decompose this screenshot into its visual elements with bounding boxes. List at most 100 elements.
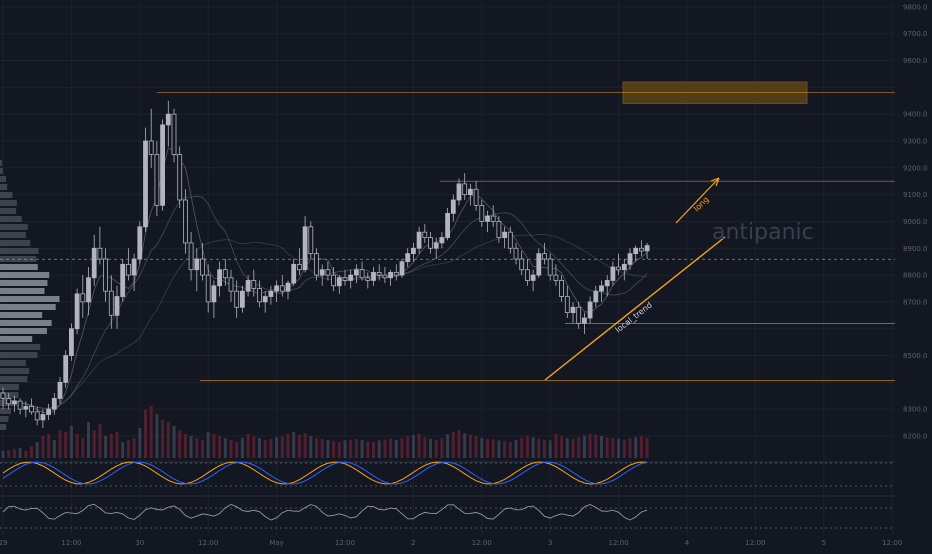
volume-bar bbox=[18, 448, 22, 458]
candle bbox=[34, 406, 40, 426]
time-tick-label: 12:00 bbox=[745, 539, 765, 547]
candle bbox=[69, 323, 74, 361]
candle-body bbox=[627, 253, 633, 265]
volume-bar bbox=[52, 440, 56, 458]
candle bbox=[428, 232, 433, 254]
candle-body bbox=[114, 296, 120, 316]
volume-bar bbox=[240, 438, 244, 458]
candle bbox=[126, 248, 131, 281]
candle bbox=[336, 275, 342, 294]
volume-bar bbox=[383, 439, 387, 458]
candle-body bbox=[234, 290, 240, 308]
candle bbox=[519, 250, 525, 276]
price-tick-label: 8700.0 bbox=[903, 298, 928, 306]
candle-body bbox=[6, 398, 12, 405]
profile-bar bbox=[0, 240, 31, 246]
candle-body bbox=[399, 261, 405, 276]
candle bbox=[279, 275, 285, 297]
candle bbox=[165, 100, 171, 147]
volume-bar bbox=[343, 440, 347, 458]
candle-body bbox=[519, 258, 525, 271]
price-tick-label: 9100.0 bbox=[903, 191, 928, 199]
volume-bar bbox=[12, 449, 16, 458]
time-tick-label: 12:00 bbox=[472, 539, 492, 547]
candle-body bbox=[154, 153, 160, 206]
volume-bar bbox=[212, 434, 216, 458]
candle-body bbox=[97, 247, 103, 260]
candle bbox=[200, 242, 205, 281]
price-tick-label: 8800.0 bbox=[903, 272, 928, 280]
candle-body bbox=[194, 258, 200, 271]
candle bbox=[530, 269, 536, 292]
volume-bar bbox=[560, 436, 564, 458]
candle bbox=[371, 267, 376, 286]
profile-bar bbox=[0, 384, 19, 390]
candle bbox=[462, 173, 468, 200]
candle bbox=[644, 242, 650, 259]
volume-bar bbox=[235, 442, 239, 458]
price-axis[interactable]: 8200.0 8300.0 8500.0 8700.0 8800.0 8900.0 9000… bbox=[895, 0, 932, 550]
candle-body bbox=[182, 199, 188, 244]
candle-body bbox=[473, 188, 479, 206]
volume-bar bbox=[30, 446, 33, 458]
volume-bar bbox=[35, 442, 39, 458]
candle-body bbox=[604, 280, 610, 287]
volume-bar bbox=[400, 438, 404, 458]
candle-body bbox=[302, 226, 308, 271]
volume-bar bbox=[525, 436, 529, 458]
candle bbox=[262, 291, 268, 313]
profile-bar bbox=[0, 216, 22, 222]
candle-body bbox=[576, 306, 582, 324]
volume-bar bbox=[172, 426, 176, 458]
volume-bar bbox=[161, 420, 165, 458]
candle bbox=[6, 393, 12, 410]
volume-bar bbox=[24, 450, 28, 458]
candle-body bbox=[490, 215, 496, 222]
candle-body bbox=[348, 274, 354, 281]
candle-body bbox=[507, 231, 513, 249]
candle bbox=[331, 267, 337, 292]
candle bbox=[114, 285, 120, 329]
candle-body bbox=[0, 392, 6, 399]
volume-bar bbox=[480, 438, 484, 458]
candle bbox=[274, 280, 280, 302]
volume-bar bbox=[166, 422, 170, 458]
moving-average-line bbox=[2, 233, 648, 409]
candle-body bbox=[17, 400, 23, 410]
volume-bar bbox=[144, 410, 147, 458]
volume-bar bbox=[98, 424, 102, 458]
price-tick-label: 9700.0 bbox=[903, 30, 928, 38]
candle-body bbox=[371, 271, 376, 281]
candle-body bbox=[245, 280, 251, 292]
candle bbox=[257, 280, 262, 308]
volume-bar bbox=[149, 406, 153, 458]
candle-body bbox=[353, 269, 359, 276]
price-tick-label: 8900.0 bbox=[903, 245, 928, 253]
profile-bar bbox=[0, 392, 19, 398]
candle-body bbox=[331, 274, 337, 287]
volume-bar bbox=[622, 439, 626, 458]
volume-bar bbox=[189, 436, 193, 458]
profile-bar bbox=[0, 304, 56, 310]
candle bbox=[547, 253, 553, 281]
candle bbox=[97, 226, 103, 265]
candle bbox=[621, 258, 627, 281]
volume-bar bbox=[389, 438, 393, 458]
candle bbox=[143, 127, 148, 233]
time-axis[interactable]: 29 12:00 30 12:00 May 12:00 2 12:00 3 12:00 4 12:00… bbox=[0, 539, 932, 547]
volume-bar bbox=[429, 438, 432, 458]
time-tick-label: 29 bbox=[0, 539, 7, 547]
candle bbox=[399, 258, 405, 278]
volume-bar bbox=[263, 440, 267, 458]
price-tick-label: 9300.0 bbox=[903, 137, 928, 145]
volume-bar bbox=[543, 439, 546, 458]
candle bbox=[194, 248, 200, 292]
candle-body bbox=[296, 263, 302, 271]
candle-body bbox=[222, 269, 228, 279]
profile-bar bbox=[0, 248, 39, 254]
volume-bar bbox=[286, 434, 290, 458]
profile-bar bbox=[0, 184, 8, 190]
volume-bar bbox=[537, 438, 541, 458]
